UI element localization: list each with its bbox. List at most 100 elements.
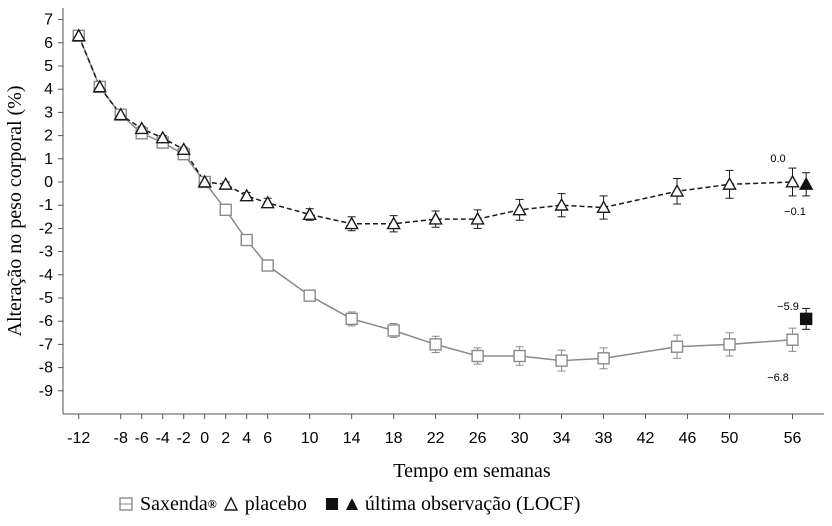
legend-item-saxenda: Saxenda ®	[118, 493, 217, 516]
x-tick-label: 0	[200, 430, 209, 447]
x-tick-label: 10	[301, 430, 319, 447]
y-tick-label: -2	[39, 220, 53, 237]
placebo-marker	[386, 216, 401, 230]
saxenda-marker	[261, 259, 274, 272]
triangle-filled-icon	[345, 498, 358, 510]
placebo-marker	[218, 176, 233, 190]
placebo-marker	[428, 211, 443, 225]
y-tick-label: -1	[39, 197, 53, 214]
y-axis-label: Alteração no peso corporal (%)	[4, 86, 26, 337]
saxenda-marker	[670, 340, 684, 353]
legend: Saxenda ® placebo última observação (LOCF…	[118, 490, 580, 518]
y-tick-label: -5	[39, 290, 53, 307]
y-tick-label: 4	[44, 81, 53, 98]
placebo-marker	[470, 211, 485, 225]
y-tick-label: -8	[39, 360, 53, 377]
y-tick-label: 7	[44, 12, 53, 29]
saxenda-marker	[723, 338, 736, 351]
placebo-marker	[596, 200, 611, 214]
x-axis-label: Tempo em semanas	[393, 460, 551, 482]
saxenda-marker	[387, 324, 400, 337]
y-tick-label: -4	[39, 267, 53, 284]
x-tick-label: -6	[135, 430, 149, 447]
placebo-marker	[785, 174, 800, 188]
placebo-marker	[113, 107, 128, 121]
x-tick-label: 34	[553, 430, 571, 447]
legend-label-locf: última observação (LOCF)	[364, 492, 581, 515]
saxenda-marker	[219, 203, 232, 217]
placebo-marker	[155, 130, 170, 144]
square-open-icon	[119, 497, 133, 511]
x-tick-label: -2	[177, 430, 191, 447]
y-tick-label: 0	[44, 174, 53, 191]
series-lines	[78, 35, 793, 362]
annotation-placebo-final: 0.0	[770, 153, 785, 165]
y-tick-label: -6	[39, 313, 53, 330]
x-tick-label: 14	[343, 430, 361, 447]
y-tick-label: 6	[44, 35, 53, 52]
annotation-saxenda-locf: −5.9	[777, 301, 799, 313]
triangle-open-icon	[223, 496, 238, 511]
placebo-marker	[302, 207, 317, 220]
x-tick-label: 2	[221, 430, 230, 447]
placebo-marker	[260, 195, 275, 209]
placebo-marker	[92, 79, 107, 93]
y-tick-label: -7	[39, 336, 53, 353]
y-tick-label: 1	[44, 151, 53, 168]
y-tick-label: 2	[44, 128, 53, 145]
x-tick-label: 26	[469, 430, 487, 447]
annotation-placebo-locf: −0.1	[784, 206, 806, 218]
placebo-marker	[71, 28, 86, 42]
y-tick-label: -9	[39, 383, 53, 400]
x-tick-label: 56	[784, 430, 802, 447]
x-tick-label: 38	[595, 430, 613, 447]
y-tick-label: -3	[39, 244, 53, 261]
saxenda-marker	[471, 349, 484, 363]
placebo-marker	[554, 197, 569, 211]
square-filled-icon	[325, 498, 338, 510]
x-tick-label: 46	[679, 430, 697, 447]
legend-label-placebo: placebo	[244, 492, 307, 515]
placebo-marker	[176, 142, 191, 156]
placebo-marker	[239, 188, 254, 202]
legend-label-saxenda: Saxenda	[140, 492, 208, 515]
saxenda-marker	[597, 352, 610, 365]
locf-triangle-marker	[798, 176, 814, 190]
x-tick-label: -12	[67, 430, 90, 447]
series-markers	[71, 28, 814, 367]
x-tick-label: 30	[511, 430, 529, 447]
x-ticks: -12 -8 -6 -4 -2 0 2 4 6 10 14 18 22 26 30 34 38 42 46 50 56	[67, 414, 802, 447]
annotation-saxenda-final: −6.8	[767, 372, 789, 384]
y-ticks: 7 6 5 4 3 2 1 0 -1 -2 -3 -4 -5 -6 -7 -8 -9	[39, 12, 63, 400]
x-tick-label: -8	[114, 430, 128, 447]
y-tick-label: 3	[44, 104, 53, 121]
x-tick-label: 22	[427, 430, 445, 447]
saxenda-marker	[555, 354, 568, 367]
axes	[62, 8, 824, 415]
y-tick-label: 5	[44, 58, 53, 75]
legend-item-placebo: placebo	[223, 493, 307, 516]
placebo-marker	[344, 216, 359, 230]
locf-square-marker	[799, 312, 813, 326]
error-bars	[74, 33, 811, 372]
saxenda-marker	[240, 233, 253, 247]
x-tick-label: 4	[242, 430, 251, 447]
placebo-marker	[669, 183, 685, 197]
placebo-marker	[197, 174, 212, 188]
placebo-line	[78, 35, 793, 225]
saxenda-marker	[513, 349, 526, 363]
placebo-marker	[512, 202, 527, 216]
saxenda-marker	[429, 338, 442, 351]
legend-item-locf: última observação (LOCF)	[325, 492, 581, 516]
saxenda-marker	[786, 333, 799, 346]
x-tick-label: 42	[637, 430, 655, 447]
placebo-marker	[722, 176, 737, 190]
x-tick-label: -4	[156, 430, 170, 447]
placebo-marker	[134, 121, 149, 135]
saxenda-marker	[345, 312, 358, 326]
x-tick-label: 18	[385, 430, 403, 447]
saxenda-line	[78, 35, 793, 362]
saxenda-marker	[303, 289, 316, 302]
x-tick-label: 6	[263, 430, 272, 447]
